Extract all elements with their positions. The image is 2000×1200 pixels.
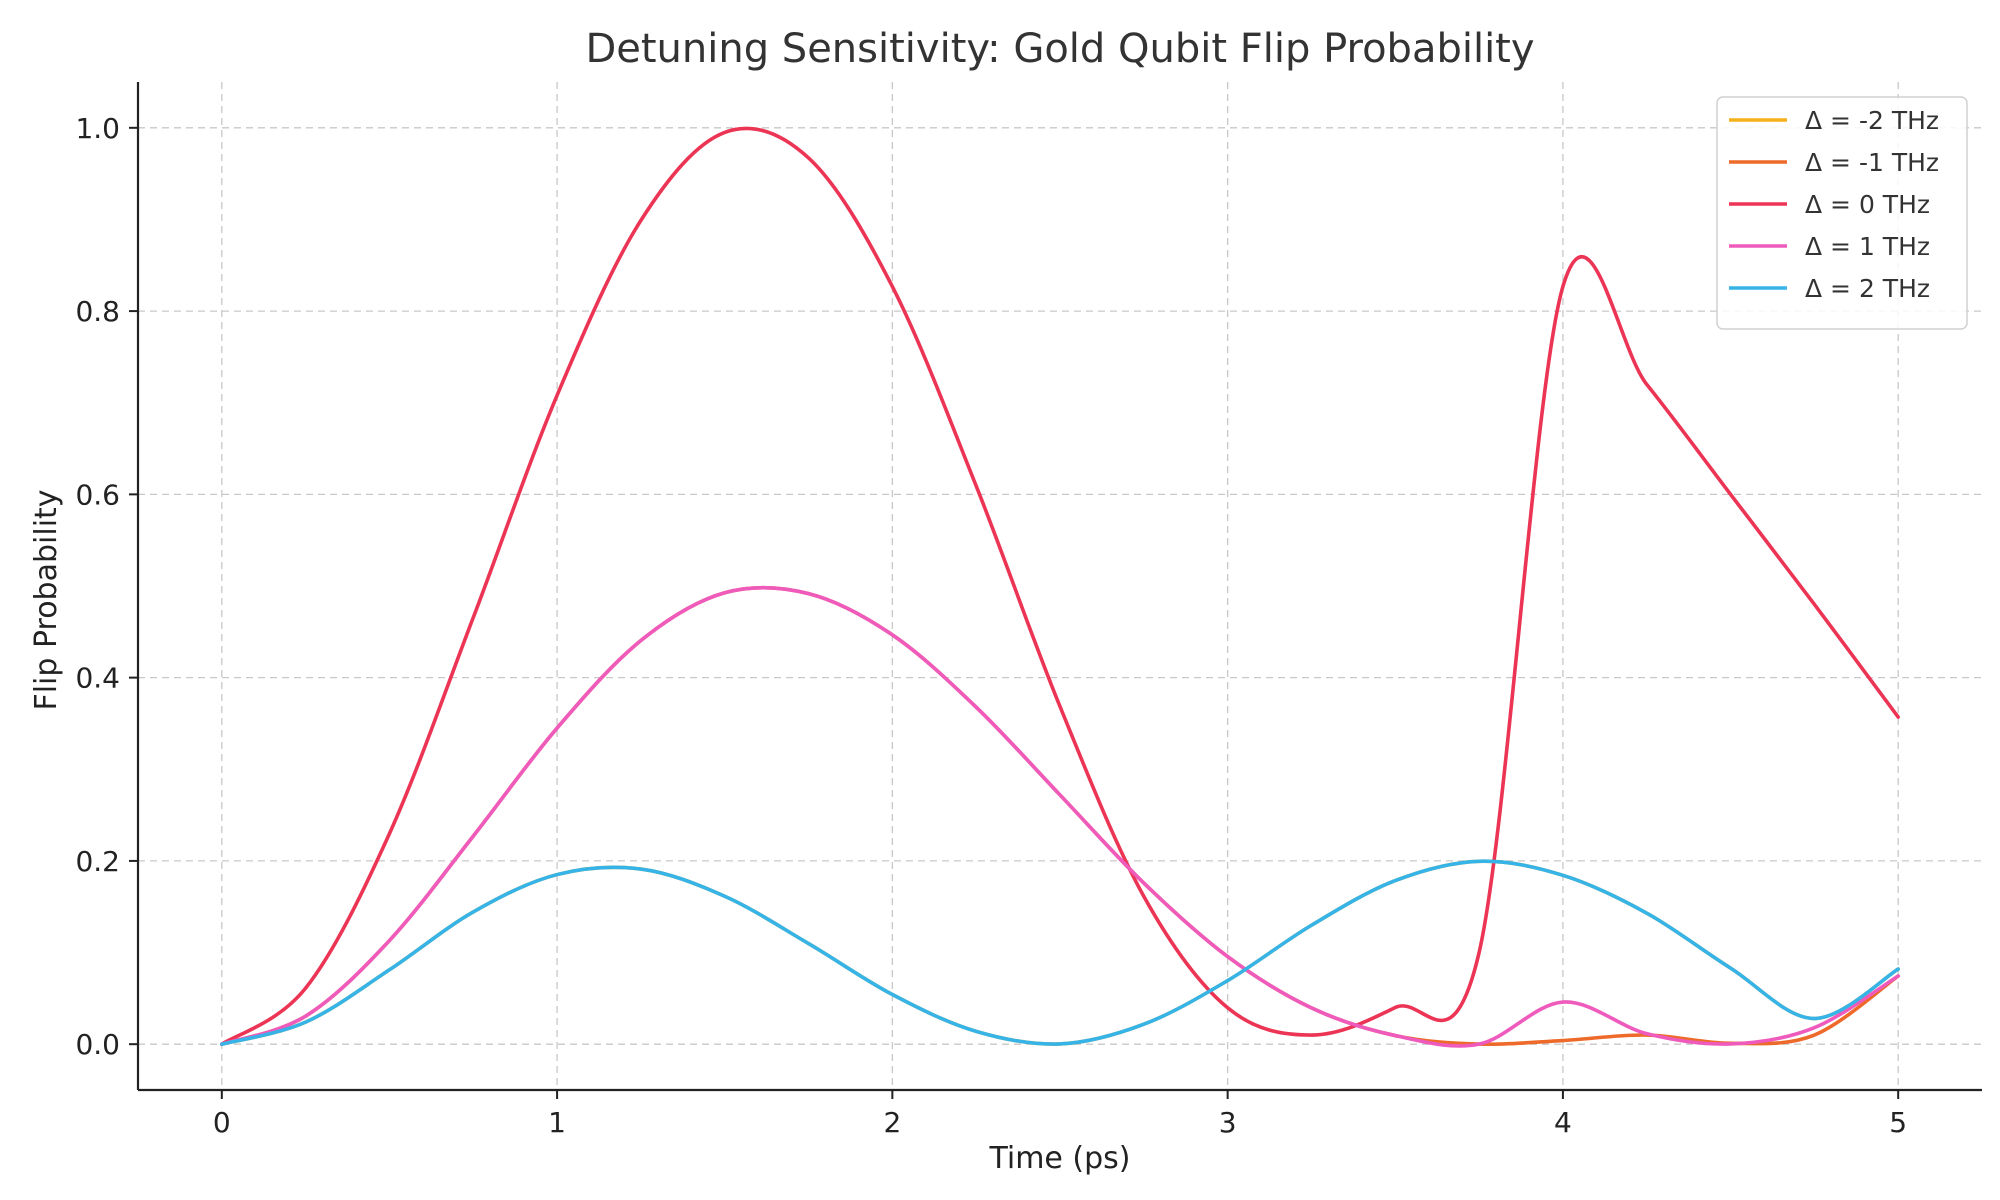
y-tick-label-4: 0.8 [75,295,120,328]
legend-entry-2: Δ = 0 THz [1805,190,1930,219]
x-tick-label-1: 1 [548,1106,566,1139]
series-line-2 [222,128,1898,1044]
x-tick-label-0: 0 [213,1106,231,1139]
series-line-0 [222,861,1898,1044]
legend-entry-4: Δ = 2 THz [1805,274,1930,303]
x-tick-label-5: 5 [1889,1106,1907,1139]
legend-entry-0: Δ = -2 THz [1805,106,1939,135]
y-tick-label-2: 0.4 [75,662,120,695]
legend-entry-3: Δ = 1 THz [1805,232,1930,261]
grid [138,82,1982,1090]
x-tick-label-3: 3 [1219,1106,1237,1139]
series-line-1 [222,588,1898,1045]
legend: Δ = -2 THz Δ = -1 THz Δ = 0 THz Δ = 1 THz Δ … [1717,97,1967,329]
y-tick-label-3: 0.6 [75,478,120,511]
y-tick-label-1: 0.2 [75,845,120,878]
y-tick-label-5: 1.0 [75,112,120,145]
series-line-3 [222,588,1898,1046]
x-tick-label-4: 4 [1554,1106,1572,1139]
series-layer [222,128,1898,1046]
series-line-4 [222,861,1898,1044]
axes [138,82,1982,1090]
chart-title: Detuning Sensitivity: Gold Qubit Flip Pr… [585,26,1534,72]
x-axis-label: Time (ps) [988,1141,1130,1176]
legend-entry-1: Δ = -1 THz [1805,148,1939,177]
y-axis-label: Flip Probability [29,489,64,710]
ticks: 0 1 2 3 4 5 0.0 0.2 0.4 0.6 0.8 1.0 [75,112,1907,1139]
y-tick-label-0: 0.0 [75,1028,120,1061]
x-tick-label-2: 2 [883,1106,901,1139]
